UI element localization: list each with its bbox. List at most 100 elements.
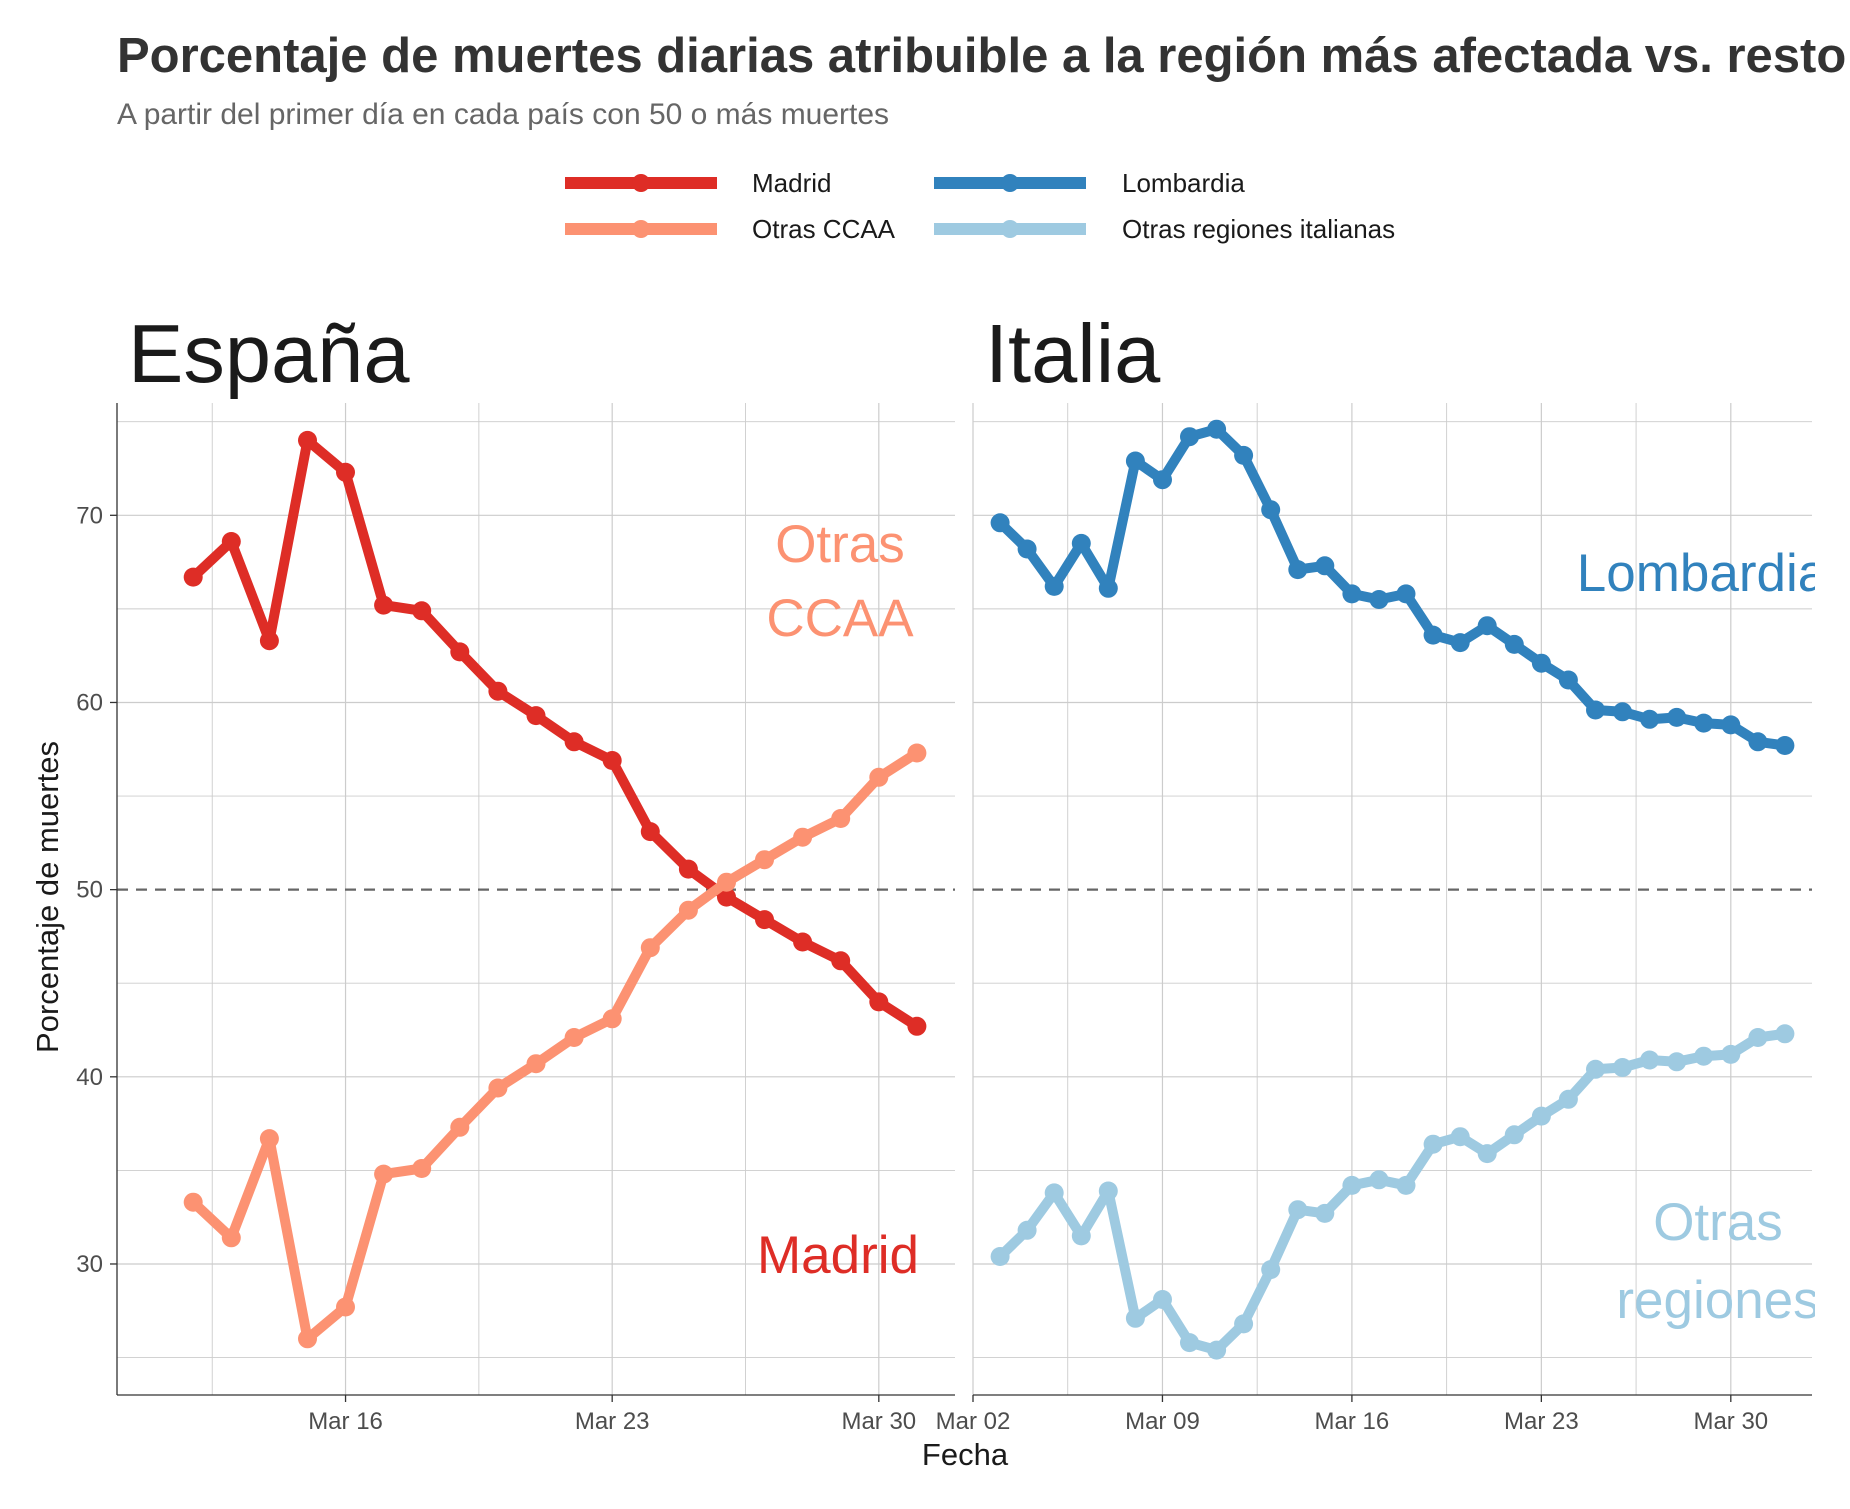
direct-label-otras-ccaa: Otras: [775, 515, 905, 574]
panel-italia: Mar 02 Mar 09 Mar 16 Mar 23 Mar 30 Lombardia…: [936, 403, 1815, 1435]
data-point-otras-ccaa: [221, 1228, 241, 1248]
data-point-otras-regiones-italianas: [1315, 1203, 1335, 1223]
data-point-madrid: [831, 951, 851, 971]
data-point-otras-regiones-italianas: [1288, 1200, 1308, 1220]
data-point-otras-regiones-italianas: [990, 1247, 1010, 1266]
data-point-otras-ccaa: [831, 809, 851, 828]
data-point-otras-regiones-italianas: [1504, 1125, 1524, 1145]
data-point-otras-ccaa: [869, 767, 889, 787]
legend-item-madrid: Madrid: [565, 168, 831, 198]
data-point-otras-regiones-italianas: [1207, 1340, 1227, 1360]
data-point-madrid: [183, 567, 203, 587]
data-point-madrid: [755, 910, 774, 930]
data-point-madrid: [640, 822, 660, 842]
data-point-lombardia: [1234, 445, 1254, 465]
data-point-otras-regiones-italianas: [1721, 1044, 1741, 1064]
data-point-madrid: [564, 732, 584, 752]
legend-item-otras-ccaa: Otras CCAA: [565, 214, 896, 244]
data-point-madrid: [374, 595, 394, 615]
data-point-lombardia: [1640, 709, 1660, 729]
data-point-lombardia: [1558, 670, 1578, 690]
data-point-lombardia: [1423, 625, 1443, 645]
data-point-lombardia: [1125, 451, 1145, 471]
data-point-lombardia: [1288, 560, 1308, 580]
legend-label-lombardia: Lombardia: [1122, 168, 1245, 198]
legend-label-otras-ccaa: Otras CCAA: [752, 214, 896, 244]
legend-label-madrid: Madrid: [752, 168, 831, 198]
data-point-otras-ccaa: [488, 1078, 508, 1098]
data-point-lombardia: [1261, 500, 1281, 520]
x-tick-label: Mar 23: [575, 1408, 650, 1435]
data-point-lombardia: [1748, 732, 1768, 752]
data-point-otras-regiones-italianas: [1396, 1175, 1416, 1195]
data-point-otras-ccaa: [336, 1297, 355, 1317]
data-point-madrid: [259, 631, 279, 651]
data-point-lombardia: [1531, 653, 1551, 673]
data-point-lombardia: [1667, 707, 1687, 727]
y-tick-label: 50: [76, 877, 103, 904]
legend-key-madrid-point: [632, 174, 650, 192]
data-point-otras-regiones-italianas: [1477, 1144, 1497, 1164]
data-point-otras-regiones-italianas: [1667, 1052, 1687, 1072]
data-point-otras-ccaa: [678, 900, 698, 920]
data-point-madrid: [488, 681, 508, 701]
data-point-lombardia: [1504, 634, 1524, 654]
legend-item-lombardia: Lombardia: [934, 168, 1245, 198]
data-point-madrid: [221, 532, 241, 551]
facet-title-espana: España: [128, 307, 410, 400]
data-point-lombardia: [1071, 533, 1091, 553]
data-point-lombardia: [1450, 633, 1470, 653]
chart-title: Porcentaje de muertes diarias atribuible…: [117, 29, 1850, 83]
legend-item-otras-regiones: Otras regiones italianas: [934, 214, 1395, 244]
data-point-madrid: [450, 642, 470, 662]
data-point-lombardia: [1342, 584, 1362, 604]
data-point-otras-ccaa: [602, 1009, 622, 1029]
data-point-otras-ccaa: [374, 1164, 394, 1184]
data-point-otras-ccaa: [793, 827, 813, 847]
data-point-otras-regiones-italianas: [1450, 1127, 1470, 1147]
data-point-madrid: [678, 859, 698, 879]
data-point-madrid: [412, 601, 432, 621]
data-point-otras-ccaa: [450, 1117, 470, 1137]
data-point-lombardia: [1396, 584, 1416, 604]
data-point-lombardia: [1369, 590, 1389, 609]
x-tick-label: Mar 16: [1315, 1408, 1390, 1435]
data-point-otras-ccaa: [183, 1192, 203, 1212]
data-point-otras-regiones-italianas: [1640, 1050, 1660, 1070]
data-point-otras-regiones-italianas: [1613, 1058, 1632, 1077]
data-point-otras-regiones-italianas: [1369, 1170, 1389, 1190]
data-point-otras-ccaa: [640, 938, 660, 958]
legend: Madrid Otras CCAA Lombardia Otras region…: [565, 168, 1395, 244]
data-point-otras-regiones-italianas: [1261, 1260, 1281, 1280]
data-point-otras-regiones-italianas: [1044, 1183, 1064, 1203]
data-point-otras-regiones-italianas: [1234, 1314, 1254, 1334]
legend-label-otras-regiones: Otras regiones italianas: [1122, 214, 1395, 244]
data-point-otras-ccaa: [298, 1329, 317, 1349]
data-point-lombardia: [990, 513, 1010, 533]
x-tick-label: Mar 09: [1125, 1408, 1200, 1435]
x-tick-label: Mar 02: [936, 1408, 1011, 1435]
data-point-madrid: [717, 887, 736, 907]
panel-espana: 30 40 50 60 70 Mar 16 Mar 23 Mar 30 Otras CCAA Ma…: [76, 403, 955, 1435]
y-tick-label: 60: [76, 689, 103, 716]
data-point-otras-ccaa: [755, 850, 774, 870]
y-tick-label: 70: [76, 502, 103, 529]
x-tick-label: Mar 30: [841, 1408, 916, 1435]
legend-key-otras-ccaa-point: [632, 220, 650, 238]
data-point-otras-regiones-italianas: [1694, 1046, 1714, 1066]
data-point-madrid: [907, 1016, 927, 1036]
data-point-lombardia: [1180, 427, 1199, 447]
data-point-lombardia: [1477, 616, 1497, 636]
x-tick-label: Mar 16: [308, 1408, 383, 1435]
data-point-madrid: [869, 992, 889, 1012]
data-point-lombardia: [1153, 470, 1172, 490]
data-point-lombardia: [1613, 702, 1632, 722]
data-point-otras-regiones-italianas: [1531, 1106, 1551, 1126]
data-point-lombardia: [1315, 556, 1335, 576]
direct-label-otras-regiones: Otras: [1653, 1193, 1783, 1252]
direct-label-otras-ccaa: CCAA: [766, 589, 914, 648]
data-point-otras-regiones-italianas: [1098, 1181, 1118, 1201]
data-point-lombardia: [1775, 736, 1795, 755]
data-point-madrid: [526, 706, 546, 726]
data-point-otras-regiones-italianas: [1125, 1308, 1145, 1328]
